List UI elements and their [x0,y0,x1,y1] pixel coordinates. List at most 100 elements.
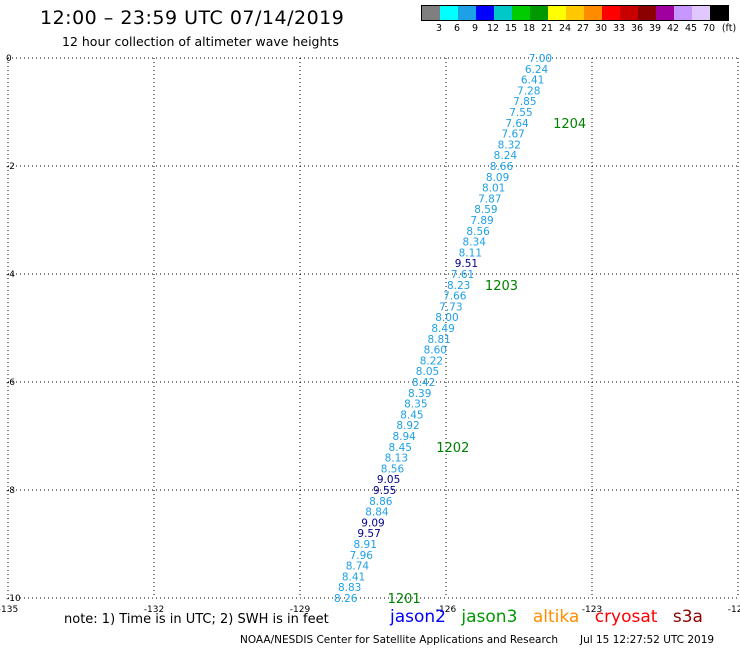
wave-height-label: 8.45 [400,409,423,421]
x-tick-label: -120 [728,605,740,615]
legend-swatch [548,6,566,20]
wave-height-label: 7.61 [451,269,474,281]
wave-height-label: 6.41 [521,75,544,87]
y-tick-label: -2 [6,162,15,172]
wave-height-label: 7.73 [439,301,462,313]
axis-tick-labels: -135 -132 -129 -126 -123 -120 0 -2 -4 -6 -8 -10 [0,54,740,615]
wave-height-label: 8.23 [447,280,470,292]
legend-swatch [422,6,440,20]
legend-swatch [530,6,548,20]
mission-cryosat: cryosat [594,607,658,627]
legend-swatch [602,6,620,20]
wave-observations: 7.006.246.417.287.857.557.647.678.328.24… [334,53,552,605]
legend-label: 24 [558,23,572,34]
wave-height-label: 8.91 [354,539,377,551]
legend-label: 3 [435,23,443,34]
legend-swatch [512,6,530,20]
legend-label: 70 [702,23,716,34]
y-tick-label: -6 [6,378,15,388]
wave-height-label: 9.55 [373,485,396,497]
x-tick-label: -123 [582,605,602,615]
page-subtitle: 12 hour collection of altimeter wave hei… [62,34,339,49]
map-grid [7,57,739,599]
wave-height-label: 9.57 [357,528,380,540]
wave-height-label: 8.60 [424,345,447,357]
legend-swatch [710,6,728,20]
wave-height-label: 8.56 [381,463,405,475]
wave-height-label: 7.67 [501,129,524,141]
legend-swatch [620,6,638,20]
wave-height-label: 8.74 [346,561,370,573]
wave-height-label: 7.55 [509,107,532,119]
wave-height-label: 8.05 [416,366,439,378]
wave-height-label: 8.09 [486,172,509,184]
wave-height-label: 8.13 [385,453,408,465]
wave-height-label: 8.34 [463,237,487,249]
legend-label: 18 [522,23,536,34]
legend-swatch [674,6,692,20]
wave-height-label: 8.39 [408,388,431,400]
wave-height-label: 8.59 [474,204,497,216]
page-title: 12:00 – 23:59 UTC 07/14/2019 [40,7,345,29]
wave-height-label: 8.24 [494,150,518,162]
generated-timestamp: Jul 15 12:27:52 UTC 2019 [580,634,715,646]
wave-height-label: 8.94 [392,431,416,443]
wave-height-label: 8.32 [498,139,521,151]
legend-swatch [656,6,674,20]
legend-swatch [458,6,476,20]
time-label: 1202 [436,441,469,456]
x-tick-label: -132 [144,605,164,615]
y-tick-label: 0 [6,54,12,64]
wave-height-label: 8.56 [466,226,490,238]
mission-jason3: jason3 [461,607,518,627]
x-tick-label: -135 [0,605,18,615]
wave-height-label: 6.24 [525,64,549,76]
wave-height-label: 7.85 [513,96,536,108]
legend-label: 39 [648,23,662,34]
legend-label: 21 [540,23,554,34]
wave-height-label: 8.11 [459,247,482,259]
wave-height-label: 9.51 [455,258,478,270]
wave-height-label: 7.87 [478,193,501,205]
wave-height-label: 8.42 [412,377,435,389]
legend-label: 6 [453,23,461,34]
wave-height-label: 8.45 [389,442,412,454]
wave-height-label: 8.22 [420,355,443,367]
mission-s3a: s3a [672,607,703,627]
wave-height-label: 7.89 [470,215,493,227]
legend-swatch [638,6,656,20]
wave-height-label: 8.81 [427,334,450,346]
footer-note: note: 1) Time is in UTC; 2) SWH is in fe… [64,612,329,627]
wave-height-label: 7.28 [517,85,540,97]
wave-height-label: 8.26 [334,593,358,605]
legend-label: 15 [504,23,518,34]
wave-height-label: 7.64 [505,118,529,130]
mission-legend: jason2 jason3 altika cryosat s3a [390,607,713,627]
y-tick-label: -4 [6,270,15,280]
wave-height-label: 7.96 [350,550,374,562]
legend-label: 9 [471,23,479,34]
legend-swatches [421,5,729,21]
time-label: 1203 [485,279,518,294]
y-tick-label: -10 [6,594,21,604]
time-label: 1204 [553,117,586,132]
time-labels: 1204 1203 1202 1201 [388,117,587,607]
legend-label: 33 [612,23,626,34]
legend-swatch [476,6,494,20]
wave-height-label: 8.41 [342,571,365,583]
legend-labels: 3 6 9 12 15 18 21 24 27 30 33 36 39 42 45 70 (ft) [421,23,740,37]
wave-height-label: 8.84 [365,507,389,519]
wave-height-label: 8.83 [338,582,361,594]
wave-height-label: 8.00 [435,312,458,324]
legend-label: 30 [594,23,608,34]
wave-height-label: 7.00 [529,53,552,65]
legend-label: 36 [630,23,644,34]
y-tick-label: -8 [6,486,15,496]
mission-altika: altika [532,607,580,627]
time-label: 1201 [388,592,421,607]
wave-height-label: 8.01 [482,183,505,195]
legend-swatch [692,6,710,20]
x-tick-label: -129 [290,605,311,615]
